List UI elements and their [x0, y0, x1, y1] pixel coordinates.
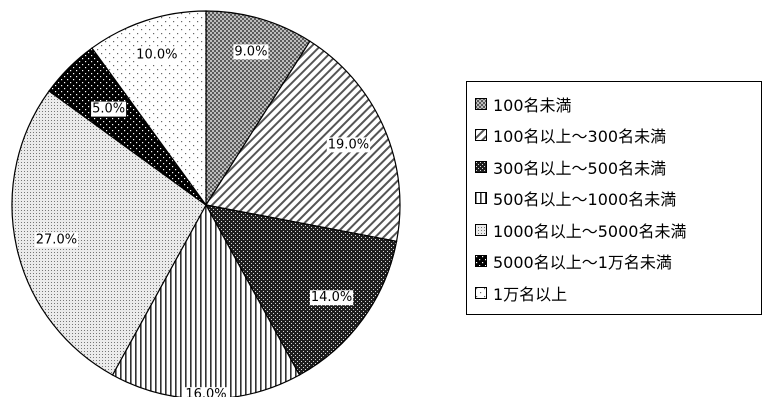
- slice-data-label: 16.0%: [185, 387, 226, 397]
- legend-swatch: [475, 160, 487, 173]
- slice-data-label: 9.0%: [234, 44, 267, 59]
- slice-data-label: 10.0%: [136, 48, 177, 63]
- slice-data-label: 5.0%: [92, 102, 125, 117]
- slice-data-label: 14.0%: [311, 290, 352, 305]
- legend-item: 100名以上～300名未満: [475, 120, 761, 152]
- data-label-background: [91, 101, 127, 117]
- legend-label: 5000名以上～1万名未満: [493, 253, 672, 273]
- legend-label: 100名未満: [493, 95, 572, 115]
- legend-label: 1万名以上: [493, 284, 568, 304]
- legend-label: 100名以上～300名未満: [493, 127, 667, 147]
- legend-item: 1000名以上～5000名未満: [475, 214, 761, 246]
- legend-swatch: [475, 97, 487, 110]
- legend-item: 1万名以上: [475, 277, 761, 309]
- data-label-background: [233, 44, 269, 60]
- pie-slice: [205, 40, 401, 243]
- pie-slice: [204, 204, 398, 376]
- legend-swatch: [475, 129, 487, 142]
- data-label-background: [326, 137, 371, 153]
- pie-chart: 9.0% 19.0% 14.0% 16.0% 27.0% 5.0% 10.0%: [11, 10, 401, 397]
- legend-label: 1000名以上～5000名未満: [493, 221, 687, 241]
- data-label-background: [135, 47, 179, 63]
- legend-swatch: [475, 286, 487, 299]
- data-label-background: [34, 232, 79, 248]
- legend-swatch: [475, 223, 487, 236]
- pie-slice: [11, 90, 207, 376]
- legend-item: 100名未満: [475, 88, 761, 120]
- slice-data-label: 27.0%: [36, 232, 77, 247]
- legend-swatch: [475, 192, 487, 205]
- legend-item: 300名以上～500名未満: [475, 151, 761, 183]
- legend: 100名未満 100名以上～300名未満 300名以上～500名未満 500名以上～1…: [466, 81, 762, 315]
- legend-swatch: [475, 255, 487, 268]
- slice-data-label: 19.0%: [328, 137, 369, 152]
- legend-label: 500名以上～1000名未満: [493, 190, 677, 210]
- data-label-background: [309, 290, 354, 306]
- pie-slice: [205, 10, 311, 208]
- pie-slice: [111, 203, 301, 397]
- legend-item: 500名以上～1000名未満: [475, 183, 761, 215]
- legend-item: 5000名以上～1万名未満: [475, 246, 761, 278]
- data-label-background: [184, 387, 228, 397]
- legend-label: 300名以上～500名未満: [493, 158, 667, 178]
